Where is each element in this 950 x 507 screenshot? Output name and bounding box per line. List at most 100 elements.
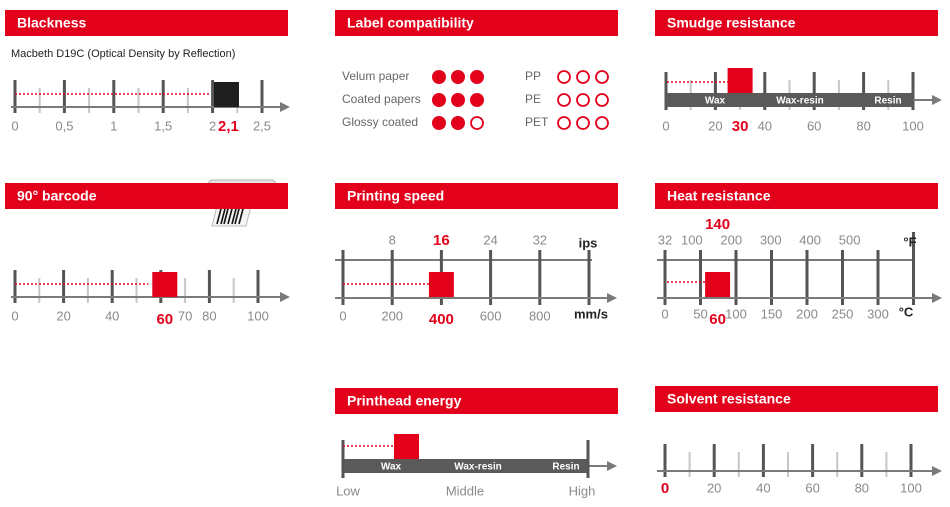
panel-title: Blackness (17, 15, 86, 31)
unit-label: mm/s (574, 306, 608, 321)
tick-label: 2,5 (253, 118, 271, 133)
empty-circle (576, 70, 590, 84)
tick-label: 70 (178, 308, 192, 323)
axis-arrow (280, 102, 290, 112)
tick-label: 40 (105, 308, 119, 323)
tick-label: 0 (662, 118, 669, 133)
tick-label: 300 (867, 306, 889, 321)
tick-label: 100 (681, 232, 703, 247)
panel-header (655, 183, 938, 209)
tick-label: 2 (209, 118, 216, 133)
tick-label: 20 (56, 308, 70, 323)
value-marker (705, 272, 731, 297)
filled-circle (451, 93, 465, 107)
panel-header (5, 183, 288, 209)
panel-header (335, 183, 618, 209)
value-marker (394, 434, 419, 459)
segment-label: Resin (552, 462, 579, 473)
empty-circle (576, 116, 590, 130)
empty-circle (576, 93, 590, 107)
tick-label: 100 (902, 118, 924, 133)
axis-arrow (280, 292, 290, 302)
tick-label: 60 (807, 118, 821, 133)
panel-header (335, 388, 618, 414)
filled-circle (451, 70, 465, 84)
filled-circle (470, 70, 484, 84)
value-label: 60 (156, 311, 173, 328)
panel-title: Heat resistance (667, 188, 771, 204)
empty-circle (595, 116, 609, 130)
tick-label: 150 (761, 306, 783, 321)
segment-label: Wax-resin (454, 462, 501, 473)
value-marker (152, 272, 178, 297)
axis-arrow (607, 293, 617, 303)
tick-label: 40 (756, 480, 770, 495)
segment-label: Wax-resin (776, 96, 823, 107)
empty-circle (557, 70, 571, 84)
filled-circle (432, 93, 446, 107)
row-label: Coated papers (342, 92, 421, 106)
row-label: PET (525, 115, 549, 129)
panel-title: Printhead energy (347, 393, 462, 409)
tick-label: 500 (839, 232, 861, 247)
row-label: Glossy coated (342, 115, 418, 129)
tick-label: 250 (832, 306, 854, 321)
scale-label: Low (336, 483, 360, 498)
value-label: 0 (661, 480, 669, 497)
axis-arrow (932, 466, 942, 476)
empty-circle (595, 70, 609, 84)
value-marker (428, 272, 454, 297)
tick-label: 40 (758, 118, 772, 133)
tick-label: 800 (529, 308, 551, 323)
subtitle: Macbeth D19C (Optical Density by Reflect… (11, 48, 235, 60)
tick-label: 20 (708, 118, 722, 133)
tick-label: 24 (483, 232, 497, 247)
empty-circle (470, 116, 484, 130)
tick-label: 50 (693, 306, 707, 321)
filled-circle (432, 70, 446, 84)
tick-label: 600 (480, 308, 502, 323)
tick-label: 200 (381, 308, 403, 323)
value-label: 140 (705, 216, 730, 233)
tick-label: 80 (856, 118, 870, 133)
value-marker (213, 82, 239, 107)
value-label: 400 (429, 311, 454, 328)
unit-label: °F (903, 234, 916, 249)
value-label: 16 (433, 232, 450, 249)
axis-arrow (607, 461, 617, 471)
tick-label: 80 (855, 480, 869, 495)
value-label: 30 (732, 118, 749, 135)
tick-label: 32 (533, 232, 547, 247)
scale-bar (343, 459, 588, 473)
segment-label: Resin (874, 96, 901, 107)
tick-label: 8 (389, 232, 396, 247)
axis-arrow (932, 95, 942, 105)
panel-title: 90° barcode (17, 188, 97, 204)
panel-header (5, 10, 288, 36)
tick-label: 60 (805, 480, 819, 495)
panel-title: Printing speed (347, 188, 444, 204)
scale-label: High (569, 483, 596, 498)
filled-circle (432, 116, 446, 130)
tick-label: 200 (796, 306, 818, 321)
panel-header (655, 386, 938, 412)
tick-label: 20 (707, 480, 721, 495)
tick-label: 200 (720, 232, 742, 247)
tick-label: 1 (110, 118, 117, 133)
panel-header (655, 10, 938, 36)
tick-label: 400 (799, 232, 821, 247)
value-marker (727, 68, 753, 93)
tick-label: 0 (339, 308, 346, 323)
tick-label: 300 (760, 232, 782, 247)
unit-label: °C (899, 304, 914, 319)
row-label: Velum paper (342, 69, 409, 83)
tick-label: 100 (247, 308, 269, 323)
panel-title: Smudge resistance (667, 15, 796, 31)
empty-circle (557, 116, 571, 130)
filled-circle (451, 116, 465, 130)
axis-arrow (932, 293, 942, 303)
panel-header (335, 10, 618, 36)
row-label: PP (525, 69, 541, 83)
tick-label: 0 (11, 308, 18, 323)
